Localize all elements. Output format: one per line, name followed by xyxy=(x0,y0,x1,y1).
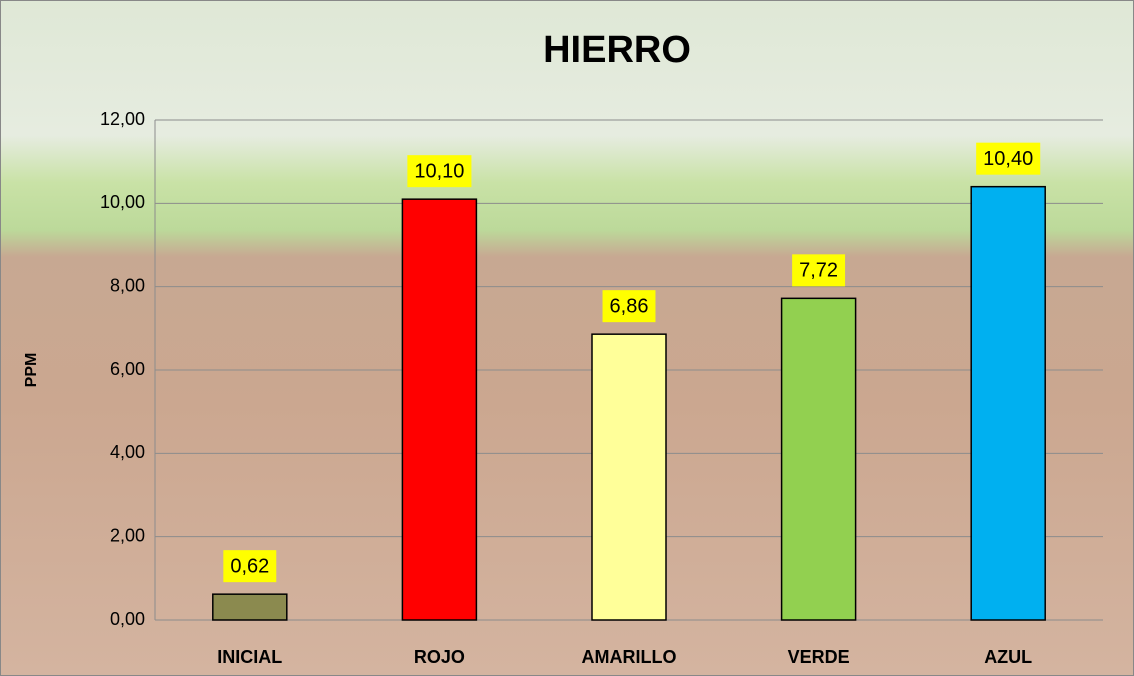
value-label: 6,86 xyxy=(610,295,649,317)
value-label: 0,62 xyxy=(230,555,269,577)
y-tick-label: 6,00 xyxy=(110,359,145,379)
bar xyxy=(402,199,476,620)
bar xyxy=(213,594,287,620)
value-label: 10,10 xyxy=(414,160,464,182)
value-label: 10,40 xyxy=(983,148,1033,170)
bar xyxy=(971,187,1045,620)
chart: HIERRO PPM 0,00 2,00 4,00 6,00 8,00 10,00 12,0… xyxy=(0,0,1134,676)
bar xyxy=(592,334,666,620)
y-tick-label: 0,00 xyxy=(110,609,145,629)
x-tick-label: INICIAL xyxy=(217,647,282,667)
y-tick-label: 4,00 xyxy=(110,442,145,462)
y-tick-label: 10,00 xyxy=(100,192,145,212)
chart-title: HIERRO xyxy=(543,29,691,71)
y-axis-label: PPM xyxy=(23,353,40,388)
x-tick-label: VERDE xyxy=(788,647,850,667)
y-tick-label: 8,00 xyxy=(110,275,145,295)
bar xyxy=(782,298,856,620)
value-label: 7,72 xyxy=(799,260,838,282)
chart-background xyxy=(1,1,1134,676)
x-tick-label: ROJO xyxy=(414,647,465,667)
x-tick-label: AZUL xyxy=(984,647,1032,667)
y-tick-label: 2,00 xyxy=(110,525,145,545)
y-tick-label: 12,00 xyxy=(100,109,145,129)
x-tick-label: AMARILLO xyxy=(582,647,677,667)
